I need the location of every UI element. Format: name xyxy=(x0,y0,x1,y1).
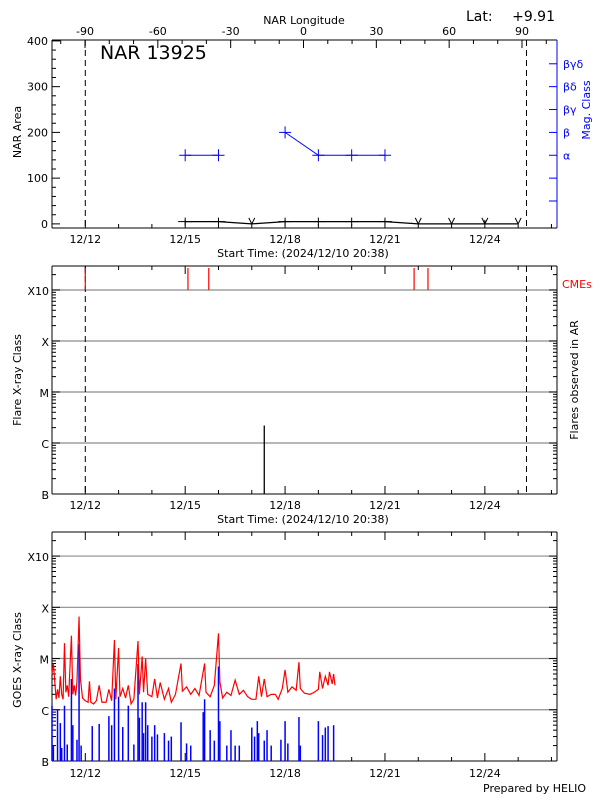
y-tick-label: 100 xyxy=(27,172,48,185)
y-tick-label: X xyxy=(41,602,49,615)
y-tick-label: 400 xyxy=(27,35,48,48)
lat-value: +9.91 xyxy=(512,9,555,25)
nar-area-point-zero xyxy=(251,217,256,225)
y-tick-label: X xyxy=(41,336,49,349)
x-tick-label: 12/18 xyxy=(269,499,301,512)
nar-area-point-zero xyxy=(517,217,522,225)
nar-area-point-zero xyxy=(481,217,486,225)
x-tick-label: 12/12 xyxy=(69,499,101,512)
panel2-xlabel: Start Time: (2024/12/10 20:38) xyxy=(217,513,389,526)
x-tick-label: 12/21 xyxy=(369,233,401,246)
cme-label: CMEs xyxy=(562,278,592,291)
panel1-y2label: Mag. Class xyxy=(580,80,593,139)
longitude-tick-label: 0 xyxy=(300,25,307,38)
y-tick-label: B xyxy=(41,489,49,502)
panel1-title: NAR 13925 xyxy=(100,42,207,64)
y-tick-label: C xyxy=(41,705,49,718)
panel2-y2label: Flares observed in AR xyxy=(568,320,581,440)
mag-class-tick-label: βγ xyxy=(563,104,577,117)
y-tick-label: 0 xyxy=(41,218,48,231)
panel3-ylabel: GOES X-ray Class xyxy=(11,612,24,708)
lat-label: Lat: xyxy=(466,9,493,25)
longitude-tick-label: 30 xyxy=(369,25,383,38)
mag-class-tick-label: βγδ xyxy=(563,58,584,71)
nar-area-point-zero xyxy=(417,217,422,225)
x-tick-label: 12/15 xyxy=(169,767,201,780)
x-tick-label: 12/24 xyxy=(469,499,501,512)
x-tick-label: 12/21 xyxy=(369,767,401,780)
y-tick-label: M xyxy=(40,654,50,667)
nar-area-point-zero xyxy=(448,217,453,225)
y-tick-label: X10 xyxy=(27,285,49,298)
y-tick-label: B xyxy=(41,756,49,769)
mag-class-tick-label: β xyxy=(563,126,570,139)
y-tick-label: 300 xyxy=(27,81,48,94)
mag-class-series xyxy=(284,131,385,156)
panel1-ylabel: NAR Area xyxy=(11,106,24,158)
longitude-tick-label: 90 xyxy=(515,25,529,38)
x-tick-label: 12/24 xyxy=(469,767,501,780)
nar-area-point-zero xyxy=(484,217,489,225)
footer-credit: Prepared by HELIO xyxy=(483,782,586,795)
x-tick-label: 12/24 xyxy=(469,233,501,246)
mag-class-tick-label: α xyxy=(563,149,570,162)
x-tick-label: 12/21 xyxy=(369,499,401,512)
y-tick-label: 200 xyxy=(27,126,48,139)
goes-long-series xyxy=(51,616,336,706)
panel2-ylabel: Flare X-ray Class xyxy=(11,334,24,426)
longitude-tick-label: 60 xyxy=(442,25,456,38)
nar-area-point-zero xyxy=(414,217,419,225)
x-tick-label: 12/18 xyxy=(269,767,301,780)
y-tick-label: C xyxy=(41,438,49,451)
y-tick-label: X10 xyxy=(27,551,49,564)
x-tick-label: 12/18 xyxy=(269,233,301,246)
longitude-tick-label: -90 xyxy=(76,25,94,38)
x-tick-label: 12/12 xyxy=(69,767,101,780)
nar-area-point-zero xyxy=(451,217,456,225)
x-tick-label: 12/15 xyxy=(169,233,201,246)
nar-area-point-zero xyxy=(248,217,253,225)
top-axis-label: NAR Longitude xyxy=(263,14,345,27)
y-tick-label: M xyxy=(40,387,50,400)
longitude-tick-label: -60 xyxy=(149,25,167,38)
panel1-xlabel: Start Time: (2024/12/10 20:38) xyxy=(217,247,389,260)
nar-area-point-zero xyxy=(514,217,519,225)
longitude-tick-label: -30 xyxy=(222,25,240,38)
x-tick-label: 12/15 xyxy=(169,499,201,512)
mag-class-tick-label: βδ xyxy=(563,81,577,94)
x-tick-label: 12/12 xyxy=(69,233,101,246)
chart-marks: 12/12 12/15 12/18 12/21 12/240100200300400-9… xyxy=(27,25,584,780)
